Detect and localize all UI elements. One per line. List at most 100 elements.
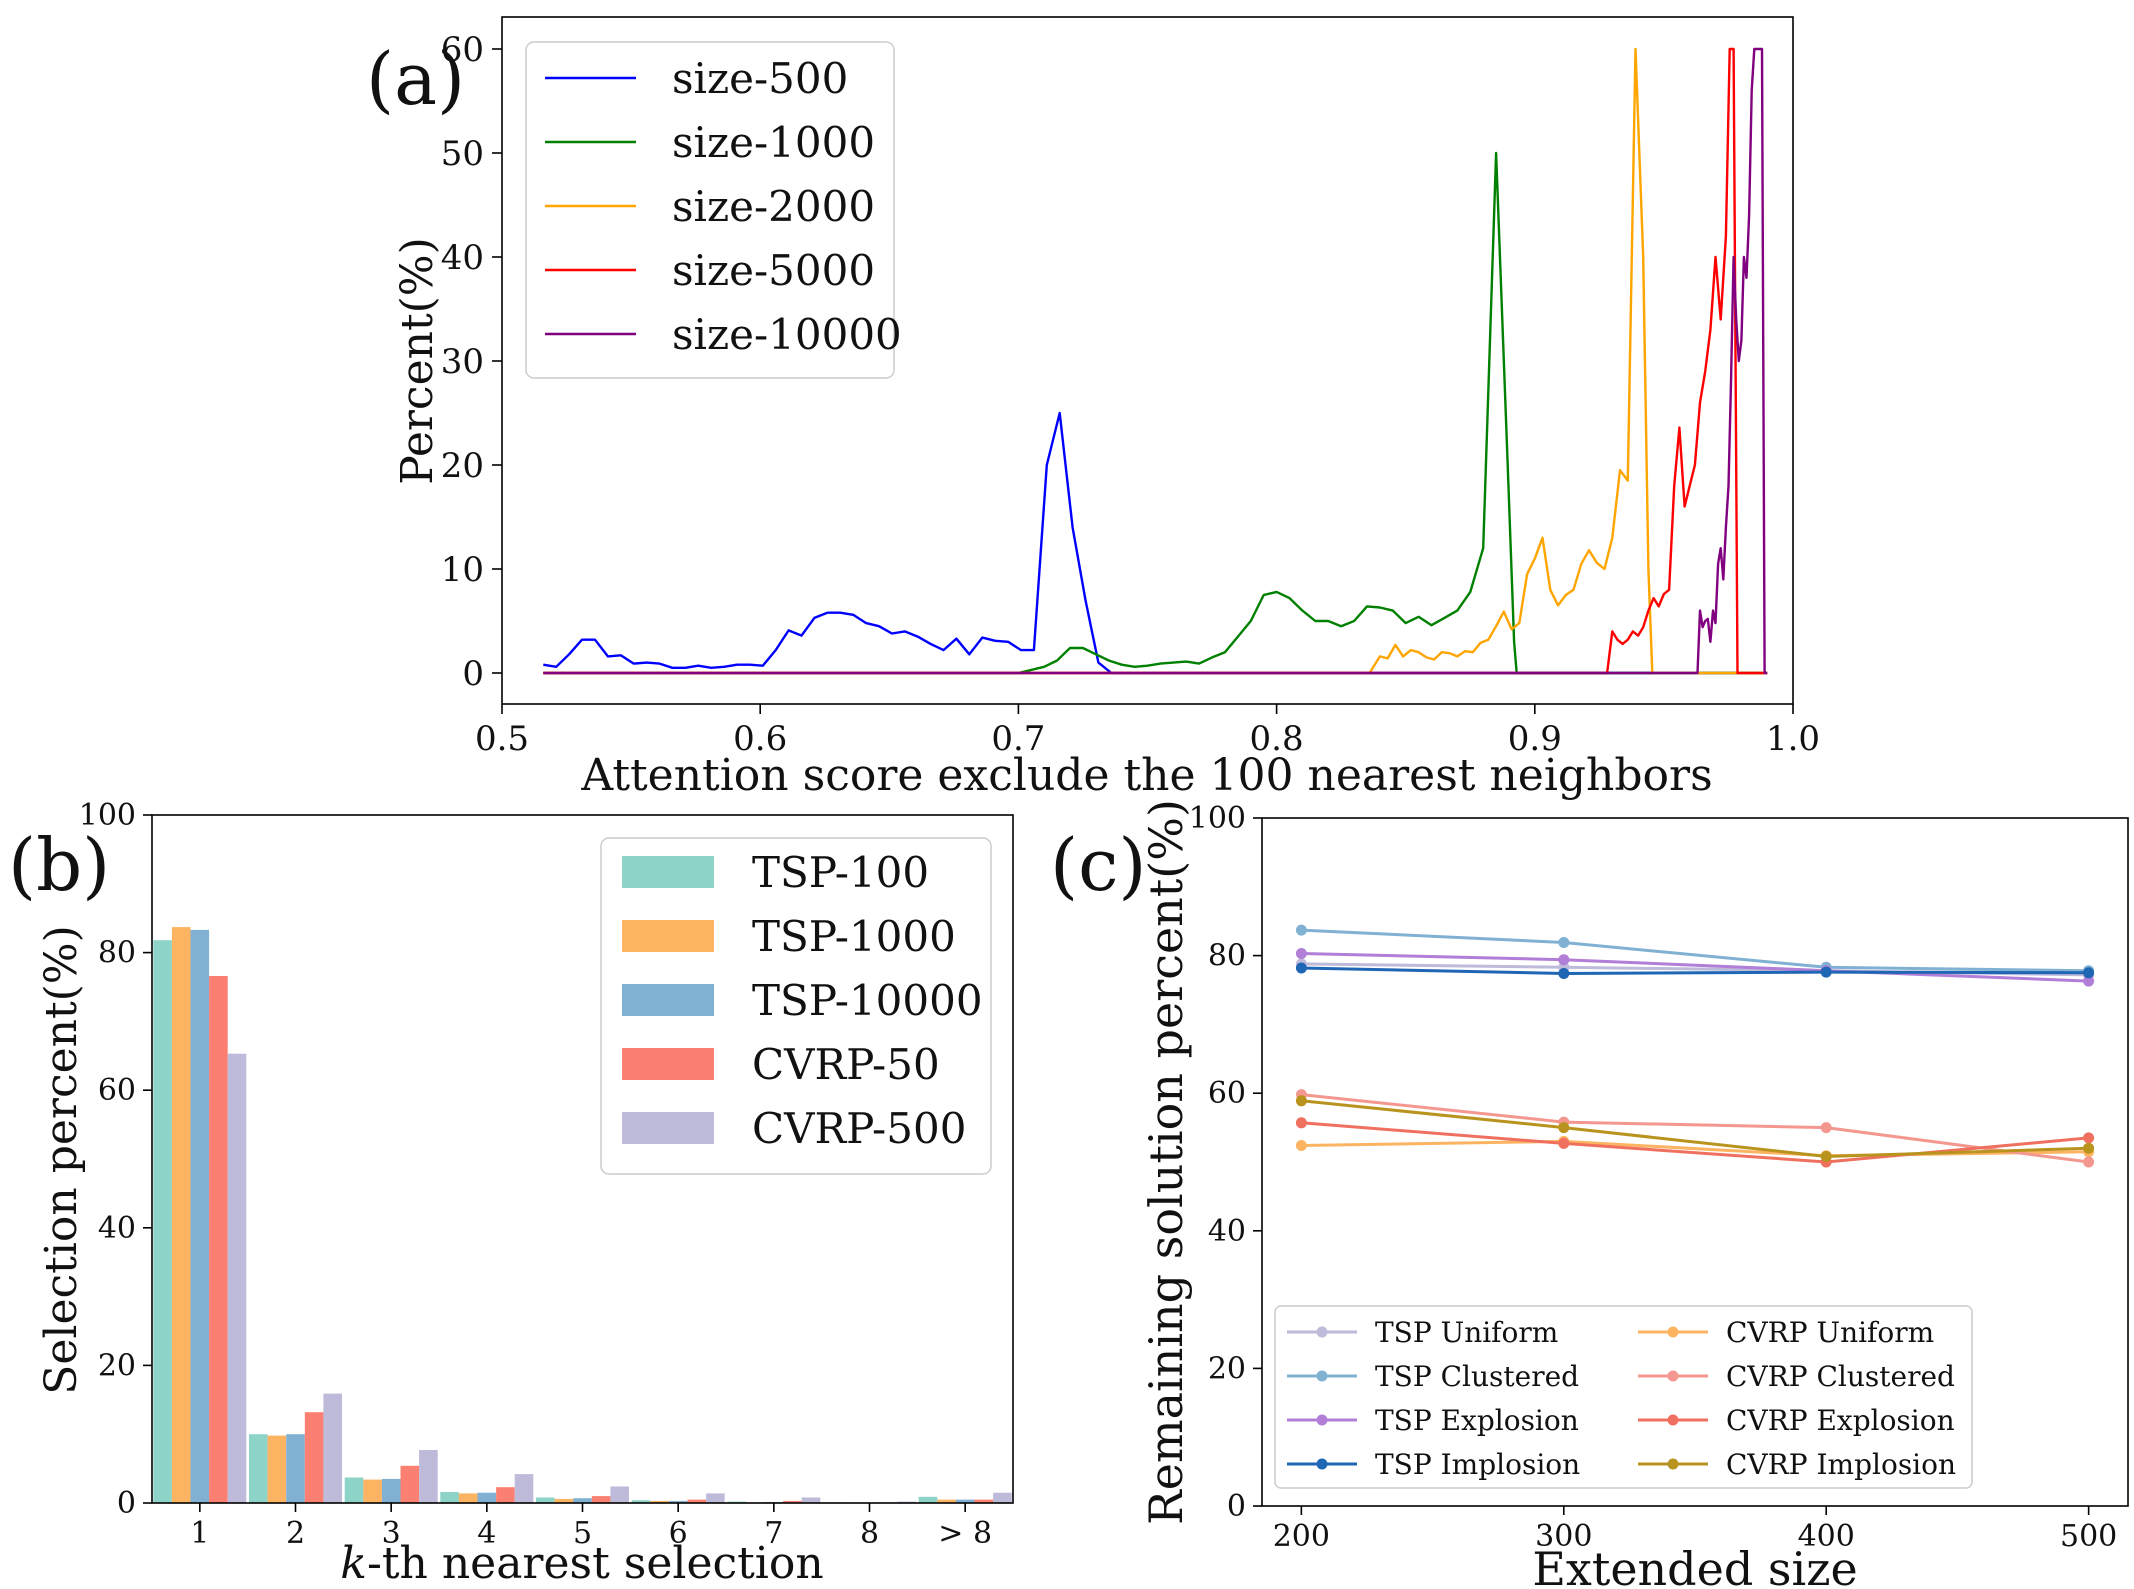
point-tsp-implosion-200 — [1295, 962, 1307, 974]
bar-tsp-10000-2 — [286, 1434, 305, 1503]
bar-tsp-10000-3 — [381, 1478, 401, 1503]
panel-b-legend: TSP-100 TSP-1000 TSP-10000 CVRP-50 CVRP-500 — [600, 837, 992, 1175]
series-line-tsp-explosion — [1301, 952, 2089, 983]
y-tick-label: 60 — [441, 30, 484, 70]
point-cvrp-clustered-400 — [1820, 1122, 1832, 1134]
point-cvrp-implosion-200 — [1295, 1095, 1307, 1107]
bar-tsp-1000-1 — [171, 927, 191, 1503]
bar-tsp-10000-8 — [955, 1499, 975, 1503]
legend-label-cvrp-clustered: CVRP Clustered — [1726, 1360, 1955, 1393]
bar-tsp-1000-4 — [458, 1493, 478, 1503]
y-tick-label: 20 — [441, 446, 484, 486]
panel-a-ylabel: Percent(%) — [392, 237, 443, 485]
panel-b-ylabel: Selection percent(%) — [36, 925, 87, 1395]
legend-label-tsp-explosion: TSP Explosion — [1375, 1404, 1579, 1437]
point-cvrp-clustered-500 — [2083, 1156, 2095, 1168]
bar-tsp-1000-5 — [554, 1498, 574, 1503]
legend-label-tsp-uniform: TSP Uniform — [1375, 1316, 1558, 1349]
series-line-tsp-clustered — [1301, 928, 2089, 973]
x-tick-label: 5 — [573, 1516, 592, 1551]
x-tick-label: 0.8 — [1250, 719, 1304, 759]
y-tick-label: 20 — [98, 1348, 136, 1383]
legend-label-size-10000: size-10000 — [672, 310, 902, 359]
y-tick-label: 10 — [441, 550, 484, 590]
point-cvrp-implosion-300 — [1558, 1122, 1570, 1134]
point-cvrp-implosion-400 — [1820, 1151, 1832, 1162]
bar-cvrp-50-8 — [974, 1499, 994, 1503]
point-tsp-clustered-300 — [1558, 937, 1570, 948]
bar-tsp-100-4 — [440, 1492, 459, 1503]
x-tick-label: 4 — [477, 1516, 496, 1551]
x-tick-label: > 8 — [938, 1516, 992, 1551]
bar-tsp-10000-4 — [477, 1492, 497, 1503]
bar-cvrp-500-8 — [993, 1492, 1012, 1503]
bar-cvrp-50-6 — [687, 1499, 707, 1503]
legend-marker-tsp-uniform — [1316, 1326, 1328, 1338]
y-tick-label: 60 — [98, 1073, 136, 1108]
series-line-size-5000 — [543, 47, 1768, 675]
legend-label-size-500: size-500 — [672, 54, 848, 103]
y-tick-label: 80 — [98, 936, 136, 971]
legend-marker-cvrp-clustered — [1667, 1370, 1679, 1382]
point-tsp-implosion-500 — [2083, 967, 2095, 979]
point-tsp-explosion-300 — [1558, 954, 1570, 966]
x-tick-label: 2 — [286, 1516, 305, 1551]
y-tick-label: 60 — [1208, 1076, 1246, 1111]
series-line-cvrp-clustered — [1301, 1093, 2089, 1164]
y-tick-label: 80 — [1208, 939, 1246, 974]
panel-a-legend: size-500 size-1000 size-2000 size-5000 size-… — [525, 41, 902, 379]
bar-tsp-10000-5 — [573, 1498, 592, 1503]
point-tsp-explosion-500 — [2083, 975, 2095, 987]
y-tick-label: 20 — [1208, 1351, 1246, 1386]
panel-c-ylabel: Remaining solution percent(%) — [1139, 799, 1193, 1525]
bar-tsp-1000-6 — [650, 1500, 669, 1503]
bar-cvrp-50-4 — [496, 1487, 515, 1503]
panel-c-xlabel: Extended size — [1532, 1542, 1857, 1589]
bar-cvrp-500-7 — [801, 1497, 821, 1503]
point-cvrp-explosion-300 — [1558, 1137, 1570, 1149]
bar-tsp-100-1 — [153, 940, 172, 1503]
series-line-size-10000 — [543, 47, 1768, 675]
panel-b-xlabel-rest: -th nearest selection — [367, 1538, 824, 1589]
panel-a-label: (a) — [366, 37, 465, 121]
y-tick-label: 0 — [117, 1486, 136, 1521]
point-cvrp-explosion-200 — [1295, 1117, 1307, 1129]
legend-label-cvrp-500: CVRP-500 — [752, 1104, 966, 1153]
bar-tsp-10000-6 — [668, 1500, 688, 1503]
legend-label-tsp-100: TSP-100 — [752, 848, 929, 897]
legend-marker-tsp-explosion — [1316, 1414, 1328, 1426]
legend-label-tsp-1000: TSP-1000 — [752, 912, 956, 961]
legend-label-size-5000: size-5000 — [672, 246, 875, 295]
bar-tsp-1000-8 — [937, 1499, 956, 1503]
panel-c: (c) 200 300 400 500 0 20 40 60 80 100 Extended si… — [1050, 799, 2129, 1589]
bar-cvrp-500-3 — [419, 1450, 438, 1503]
legend-label-cvrp-implosion: CVRP Implosion — [1726, 1448, 1956, 1481]
bar-cvrp-50-1 — [209, 976, 228, 1503]
bar-cvrp-500-5 — [610, 1486, 629, 1503]
legend-swatch-cvrp-500 — [622, 1112, 714, 1144]
panel-a: (a) 0.5 0.6 0.7 0.8 0.9 1.0 0 10 20 30 40 50 60 Atte… — [366, 16, 1820, 801]
legend-swatch-tsp-100 — [622, 856, 714, 888]
x-tick-label: 7 — [764, 1516, 783, 1551]
legend-marker-cvrp-explosion — [1667, 1414, 1679, 1426]
series-line-cvrp-explosion — [1301, 1121, 2089, 1164]
x-tick-label: 0.5 — [475, 719, 529, 759]
bar-tsp-100-6 — [631, 1500, 651, 1503]
legend-swatch-cvrp-50 — [622, 1048, 714, 1080]
series-line-cvrp-implosion — [1301, 1099, 2089, 1159]
bar-tsp-10000-1 — [190, 929, 210, 1503]
series-line-size-1000 — [543, 151, 1768, 675]
point-cvrp-uniform-200 — [1295, 1140, 1307, 1151]
bar-cvrp-50-3 — [400, 1465, 420, 1503]
point-tsp-implosion-400 — [1820, 966, 1832, 978]
legend-label-cvrp-uniform: CVRP Uniform — [1726, 1316, 1934, 1349]
bar-tsp-1000-2 — [267, 1435, 287, 1503]
y-tick-label: 40 — [441, 238, 484, 278]
panel-a-xlabel: Attention score exclude the 100 nearest … — [580, 750, 1712, 801]
legend-swatch-tsp-1000 — [622, 920, 714, 952]
y-tick-label: 0 — [1227, 1489, 1246, 1524]
bar-cvrp-50-7 — [783, 1500, 802, 1503]
y-tick-label: 0 — [462, 654, 484, 694]
y-tick-label: 30 — [441, 342, 484, 382]
